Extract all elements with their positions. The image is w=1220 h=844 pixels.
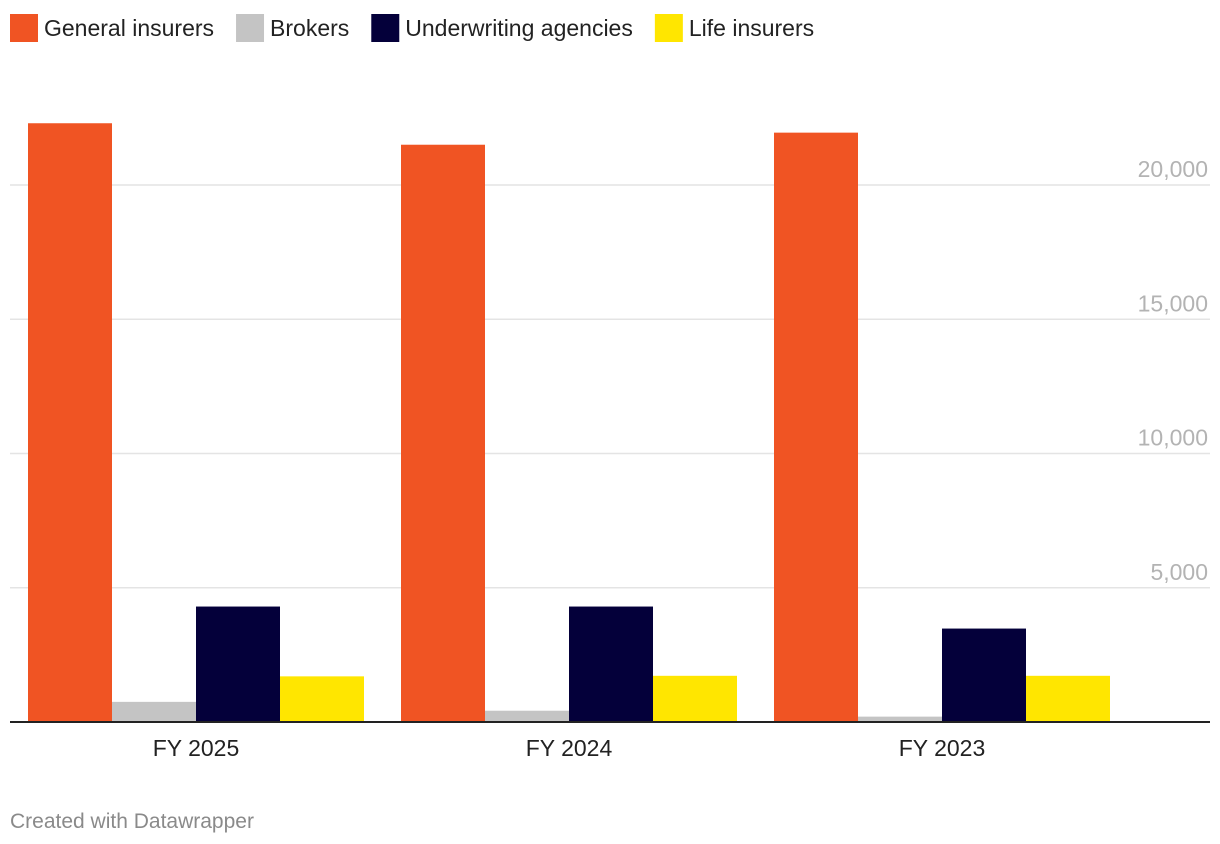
legend-swatch-underwriting-agencies — [371, 14, 400, 42]
legend-label-general-insurers: General insurers — [44, 15, 214, 41]
legend-swatch-brokers — [236, 14, 265, 42]
legend-label-brokers: Brokers — [270, 15, 349, 41]
gridlines — [10, 184, 1210, 589]
legend: General insurers Brokers Underwriting agen… — [10, 14, 814, 42]
bar-general-insurers-fy-2025 — [28, 123, 112, 723]
bar-brokers-fy-2023 — [858, 716, 942, 722]
footer-credit: Created with Datawrapper — [10, 810, 254, 833]
y-tick-label-10000: 10,000 — [1138, 425, 1208, 451]
legend-swatch-general-insurers — [10, 14, 38, 42]
bar-brokers-fy-2024 — [485, 710, 569, 722]
x-axis-category-labels: FY 2025 FY 2024 FY 2023 — [153, 735, 986, 761]
bar-life-insurers-fy-2023 — [1026, 675, 1110, 722]
bar-underwriting-agencies-fy-2025 — [196, 606, 280, 722]
x-category-label-fy-2025: FY 2025 — [153, 735, 240, 761]
legend-label-life-insurers: Life insurers — [689, 15, 814, 41]
bar-underwriting-agencies-fy-2023 — [942, 628, 1026, 722]
bar-general-insurers-fy-2023 — [774, 132, 858, 722]
y-tick-label-20000: 20,000 — [1138, 156, 1208, 182]
bars — [28, 123, 1110, 723]
legend-swatch-life-insurers — [654, 14, 683, 42]
bar-brokers-fy-2025 — [112, 701, 196, 722]
bar-life-insurers-fy-2024 — [653, 675, 737, 722]
bar-underwriting-agencies-fy-2024 — [569, 606, 653, 722]
x-category-label-fy-2023: FY 2023 — [899, 735, 986, 761]
y-tick-label-5000: 5,000 — [1150, 559, 1208, 585]
y-axis-tick-labels: 5,000 10,000 15,000 20,000 — [1138, 156, 1208, 585]
legend-label-underwriting-agencies: Underwriting agencies — [405, 15, 633, 41]
x-category-label-fy-2024: FY 2024 — [526, 735, 613, 761]
y-tick-label-15000: 15,000 — [1138, 290, 1208, 316]
bar-general-insurers-fy-2024 — [401, 144, 485, 723]
bar-life-insurers-fy-2025 — [280, 676, 364, 722]
